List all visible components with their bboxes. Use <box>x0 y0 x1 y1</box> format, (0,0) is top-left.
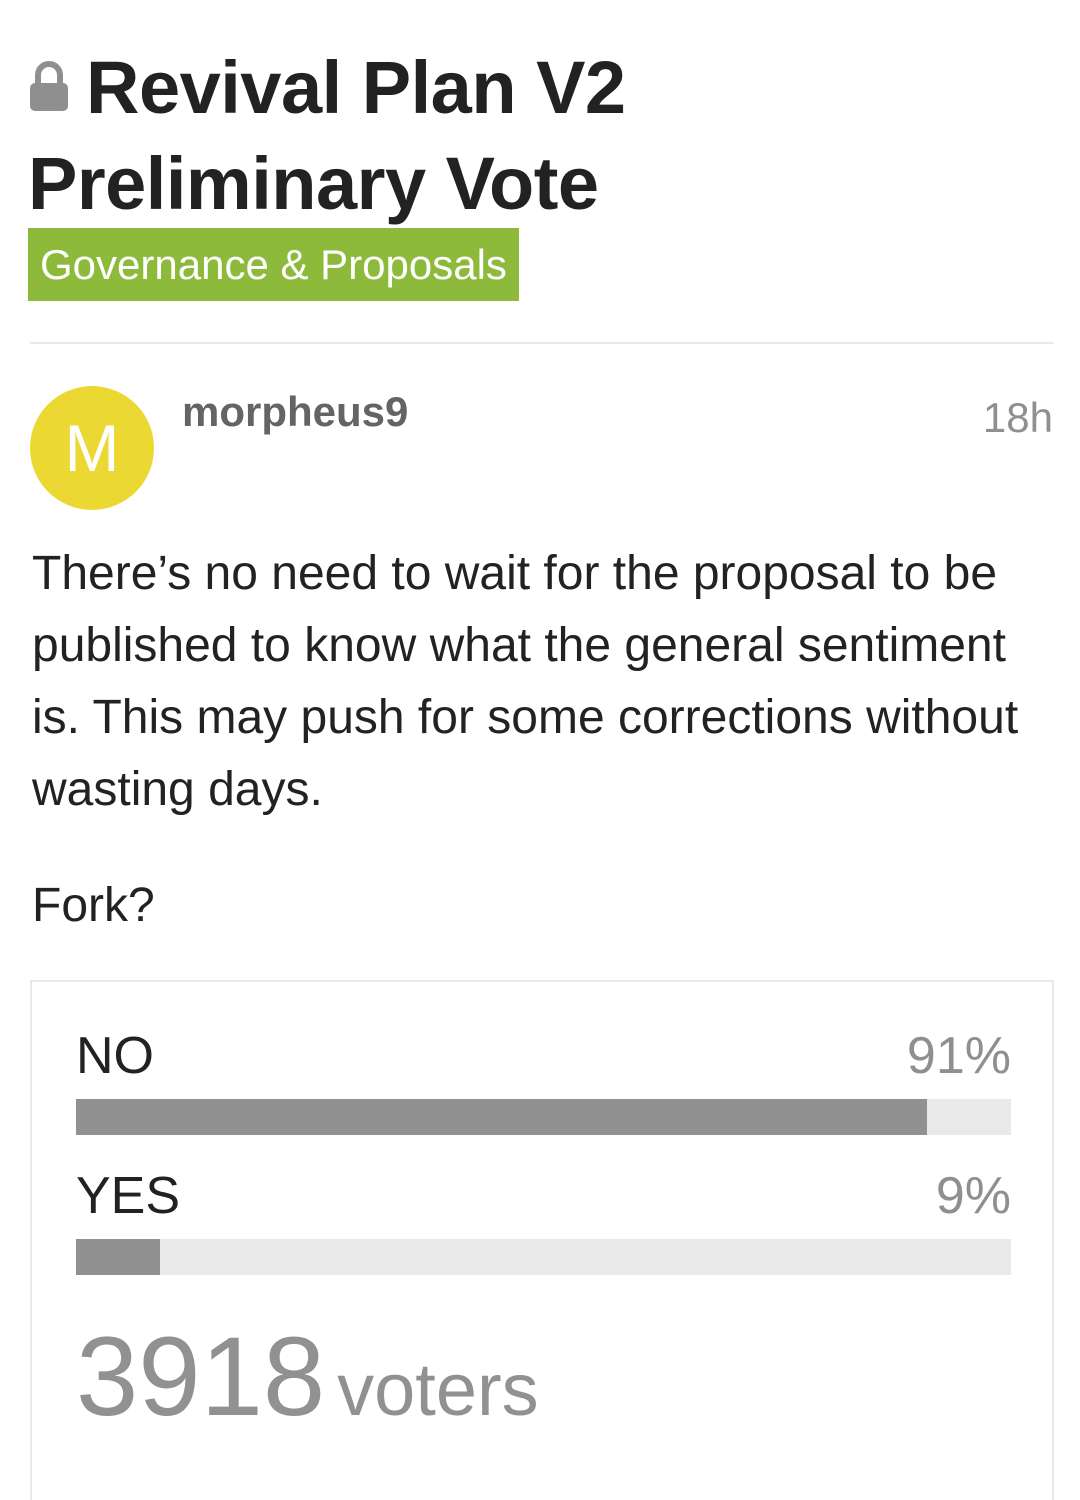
poll-option-percent: 91% <box>906 1027 1011 1085</box>
category-badge[interactable]: Governance & Proposals <box>28 228 519 301</box>
post-question: Fork? <box>32 879 155 932</box>
poll-option-label: YES <box>76 1167 181 1225</box>
poll-bar-track <box>76 1239 1011 1275</box>
topic-title-line1: Revival Plan V2 <box>86 46 626 129</box>
username[interactable]: morpheus9 <box>182 388 409 435</box>
poll-voters: 3918 voters <box>76 1312 539 1441</box>
divider <box>30 342 1054 344</box>
poll-bar-fill <box>76 1099 927 1135</box>
poll-bar-fill <box>76 1239 161 1275</box>
post-body: There’s no need to wait for the proposal… <box>32 547 1019 816</box>
avatar[interactable]: M <box>30 386 154 510</box>
voters-count: 3918 <box>76 1314 326 1439</box>
post-time[interactable]: 18h <box>982 394 1053 441</box>
poll-bar-track <box>76 1099 1011 1135</box>
poll: NO 91% YES 9% 3918 voters <box>30 980 1054 1500</box>
poll-option-label: NO <box>76 1027 154 1085</box>
topic-title[interactable]: Revival Plan V2 Preliminary Vote <box>28 40 1048 232</box>
topic-title-line2: Preliminary Vote <box>28 142 599 225</box>
topic-header: Revival Plan V2 Preliminary Vote <box>28 40 1048 232</box>
lock-icon <box>28 59 70 115</box>
voters-label: voters <box>337 1348 539 1431</box>
poll-option-percent: 9% <box>935 1167 1011 1225</box>
